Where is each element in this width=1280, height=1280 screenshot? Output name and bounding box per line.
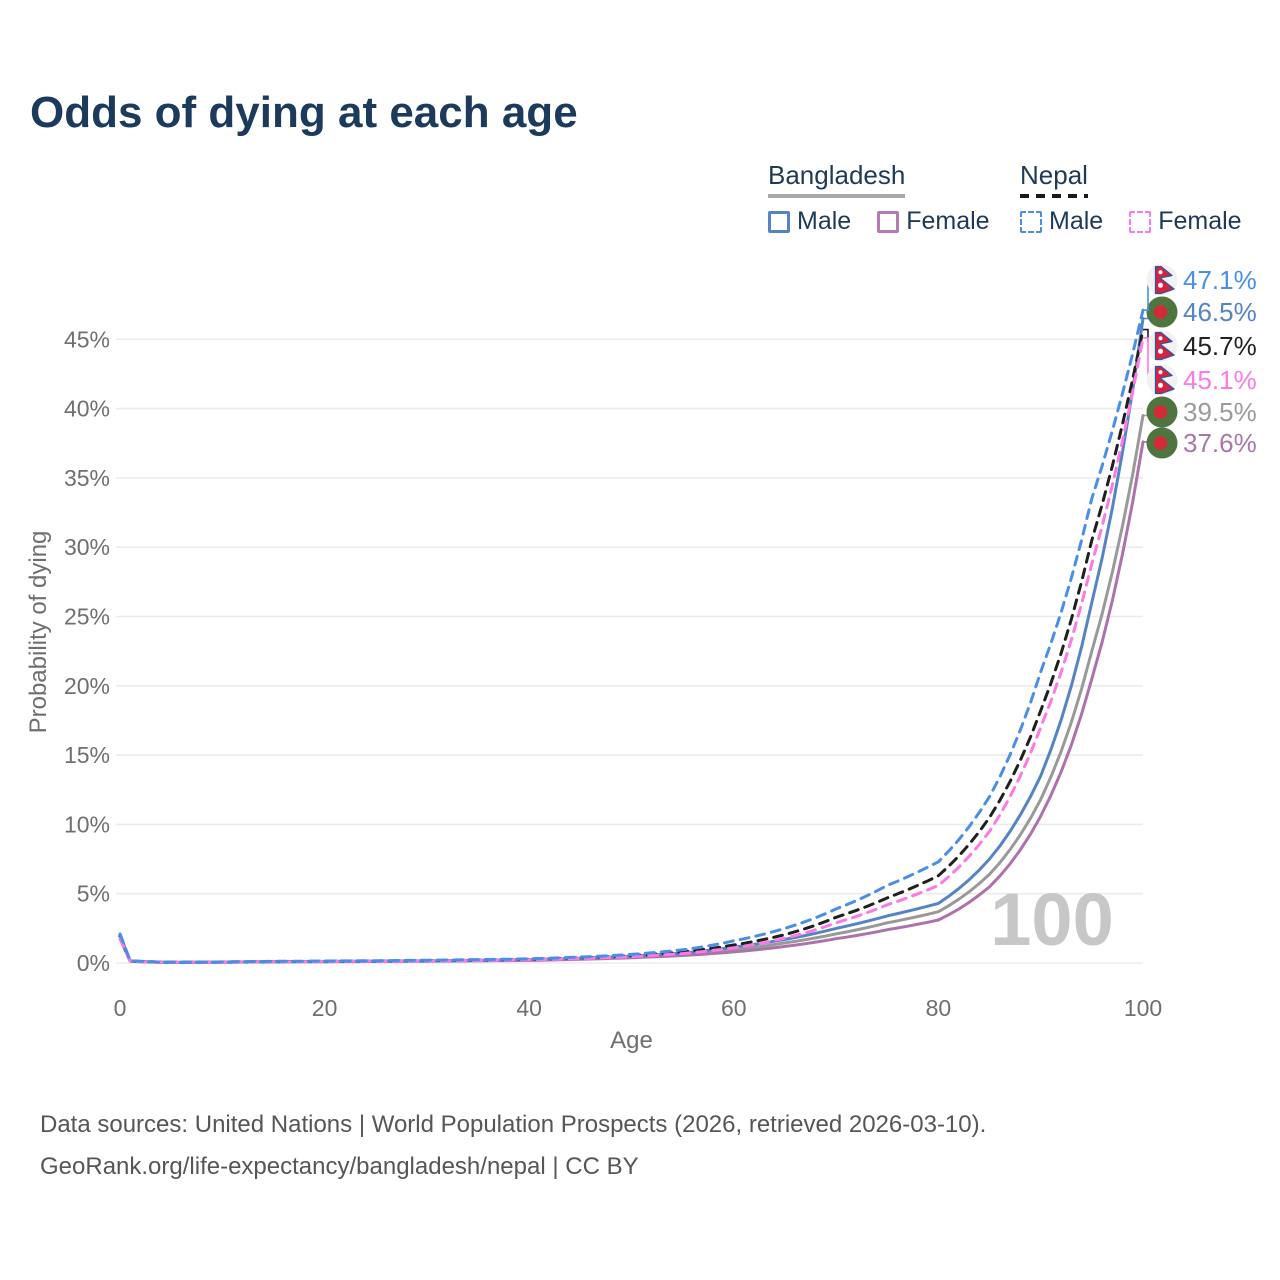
y-tick-25%: 25%	[64, 604, 110, 630]
x-tick-100: 100	[1124, 995, 1162, 1021]
age-counter-watermark: 100	[990, 878, 1113, 961]
y-tick-15%: 15%	[64, 742, 110, 768]
y-tick-5%: 5%	[77, 881, 110, 907]
legend-group-nepal: Nepal Male Female	[1020, 160, 1242, 236]
nepal-flag-icon	[1146, 330, 1178, 362]
y-tick-10%: 10%	[64, 811, 110, 837]
end-label-bangladesh-male: 46.5%	[1183, 297, 1257, 327]
y-tick-40%: 40%	[64, 396, 110, 422]
series-line-bangladesh-male[interactable]	[118, 317, 1145, 964]
x-tick-60: 60	[721, 995, 747, 1021]
nepal-flag-icon	[1146, 364, 1178, 396]
legend-item-label: Female	[1158, 207, 1242, 235]
x-axis-label: Age	[610, 1027, 653, 1054]
end-label-bangladesh-female: 37.6%	[1183, 428, 1257, 458]
bangladesh-flag-icon	[1146, 396, 1178, 428]
page-title: Odds of dying at each age	[30, 88, 578, 137]
end-label-nepal-female: 45.1%	[1183, 365, 1257, 395]
legend-item-bangladesh-male[interactable]: Male	[768, 207, 851, 236]
legend-group-bangladesh: Bangladesh Male Female	[768, 160, 990, 236]
legend-item-bangladesh-female[interactable]: Female	[877, 207, 990, 236]
series-line-nepal-female[interactable]	[118, 336, 1145, 964]
legend-item-nepal-male[interactable]: Male	[1020, 207, 1103, 236]
legend-item-label: Female	[906, 207, 990, 235]
y-tick-45%: 45%	[64, 326, 110, 352]
x-tick-20: 20	[312, 995, 338, 1021]
end-label-nepal-total: 45.7%	[1183, 331, 1257, 361]
series-line-nepal-male[interactable]	[118, 308, 1145, 964]
bangladesh-female-swatch	[877, 210, 900, 233]
series-line-nepal-total[interactable]	[118, 328, 1145, 964]
legend-item-label: Male	[1049, 207, 1104, 235]
legend-item-nepal-female[interactable]: Female	[1129, 207, 1242, 236]
x-tick-0: 0	[114, 995, 127, 1021]
bangladesh-total-line-swatch	[768, 194, 906, 198]
x-tick-40: 40	[516, 995, 542, 1021]
y-tick-0%: 0%	[77, 950, 110, 976]
y-axis-label: Probability of dying	[25, 531, 52, 734]
data-source-text: Data sources: United Nations | World Pop…	[40, 1111, 987, 1138]
legend-country-bangladesh-label: Bangladesh	[768, 160, 906, 190]
legend-item-label: Male	[797, 207, 852, 235]
end-label-bangladesh-total: 39.5%	[1183, 397, 1257, 427]
bangladesh-flag-icon	[1146, 427, 1178, 459]
attribution-link-text: GeoRank.org/life-expectancy/bangladesh/n…	[40, 1153, 639, 1180]
legend: Bangladesh Male Female Nepal M	[0, 160, 1280, 240]
footer: Data sources: United Nations | World Pop…	[40, 1104, 986, 1188]
y-tick-35%: 35%	[64, 465, 110, 491]
nepal-total-line-swatch	[1020, 194, 1088, 198]
nepal-male-swatch	[1020, 210, 1042, 233]
end-label-nepal-male: 47.1%	[1183, 265, 1257, 295]
x-tick-80: 80	[926, 995, 952, 1021]
legend-country-bangladesh[interactable]: Bangladesh	[768, 160, 906, 198]
nepal-female-swatch	[1129, 210, 1152, 233]
legend-country-nepal-label: Nepal	[1020, 160, 1088, 190]
bangladesh-flag-icon	[1146, 296, 1178, 328]
bangladesh-male-swatch	[768, 210, 790, 233]
y-tick-30%: 30%	[64, 534, 110, 560]
legend-country-nepal[interactable]: Nepal	[1020, 160, 1088, 198]
y-tick-20%: 20%	[64, 673, 110, 699]
nepal-flag-icon	[1146, 264, 1178, 296]
